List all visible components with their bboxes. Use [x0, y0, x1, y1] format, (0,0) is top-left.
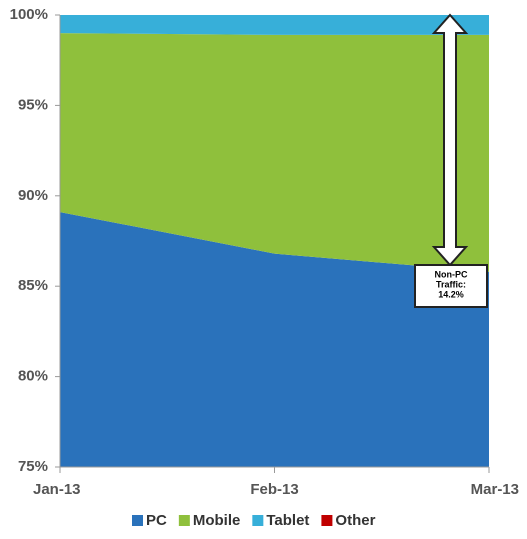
legend-label: Mobile [193, 512, 241, 529]
y-tick-label: 85% [18, 277, 48, 294]
annotation-text: Non-PC [435, 269, 468, 279]
legend-label: Other [335, 512, 375, 529]
x-tick-label: Mar-13 [471, 481, 519, 498]
annotation-text: 14.2% [438, 289, 464, 299]
legend-label: PC [146, 512, 167, 529]
y-tick-label: 95% [18, 96, 48, 113]
y-tick-label: 75% [18, 458, 48, 475]
legend-swatch [178, 515, 190, 526]
legend-label: Tablet [266, 512, 309, 529]
annotation-box [414, 264, 488, 308]
y-tick-label: 80% [18, 368, 48, 385]
area [60, 33, 489, 272]
legend-swatch [132, 515, 143, 526]
plot-area [60, 15, 489, 467]
y-tick-label: 90% [18, 187, 48, 204]
area [60, 212, 489, 467]
legend-swatch [252, 515, 264, 526]
y-tick-label: 100% [10, 6, 48, 23]
x-tick-label: Feb-13 [250, 481, 298, 498]
area [60, 15, 489, 35]
legend-swatch [321, 515, 333, 526]
annotation-text: Traffic: [436, 279, 466, 289]
x-tick-label: Jan-13 [33, 481, 81, 498]
